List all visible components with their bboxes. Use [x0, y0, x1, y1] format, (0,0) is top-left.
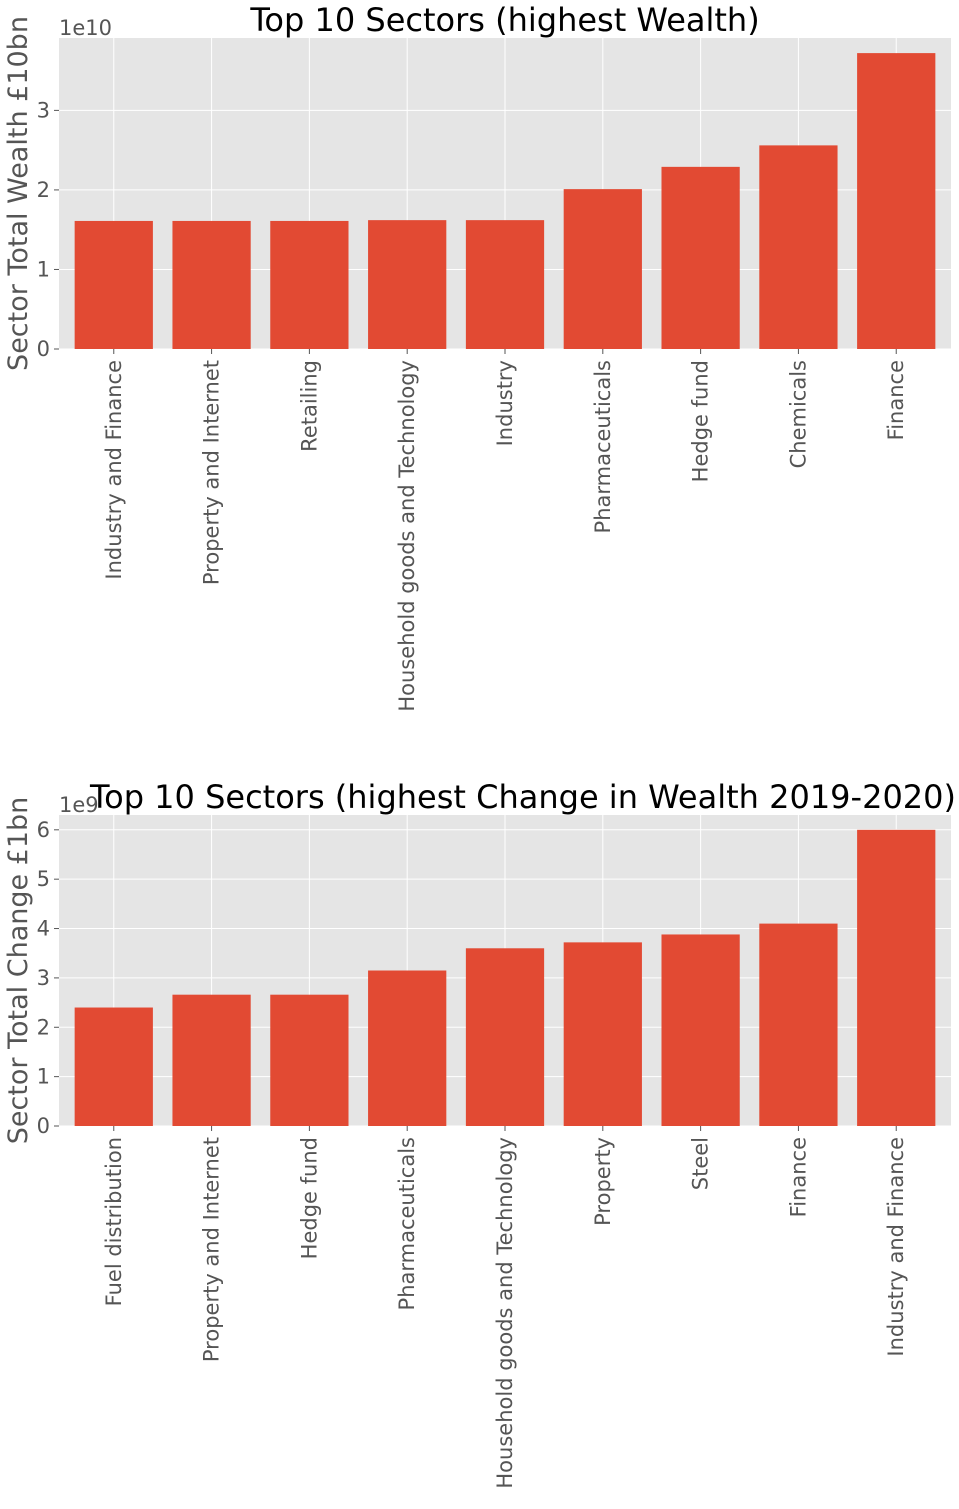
x-tick-label: Steel	[689, 1137, 713, 1190]
bar	[857, 829, 936, 1126]
y-tick-label: 6	[37, 818, 50, 842]
bar	[661, 166, 740, 349]
y-ticks: 0 1 2 3	[37, 98, 59, 361]
x-tick-label: Retailing	[297, 360, 321, 452]
y-tick-label: 3	[37, 98, 50, 122]
x-ticks: Fuel distribution Property and Internet He…	[102, 1126, 908, 1489]
x-tick-label: Property and Internet	[200, 1137, 224, 1362]
x-tick-label: Property and Internet	[200, 360, 224, 585]
x-ticks: Industry and Finance Property and Interne…	[102, 349, 908, 712]
y-tick-label: 1	[37, 1065, 50, 1089]
bar	[857, 53, 936, 349]
x-tick-label: Industry	[493, 360, 517, 446]
x-tick-label: Property	[591, 1137, 615, 1226]
y-tick-label: 0	[37, 1114, 50, 1138]
bar	[172, 220, 251, 349]
x-tick-label: Industry and Finance	[884, 1137, 908, 1357]
y-offset-label: 1e10	[59, 16, 112, 40]
y-tick-label: 2	[37, 178, 50, 202]
y-ticks: 0 1 2 3 4 5 6	[37, 818, 59, 1138]
y-tick-label: 3	[37, 966, 50, 990]
y-axis-label: Sector Total Wealth £10bn	[3, 16, 34, 371]
y-tick-label: 4	[37, 917, 50, 941]
x-tick-label: Fuel distribution	[102, 1137, 126, 1306]
y-axis-label: Sector Total Change £1bn	[3, 797, 34, 1145]
x-tick-label: Household goods and Technology	[493, 1137, 517, 1489]
x-tick-label: Household goods and Technology	[395, 360, 419, 712]
chart-title: Top 10 Sectors (highest Change in Wealth…	[89, 778, 956, 816]
y-tick-label: 2	[37, 1015, 50, 1039]
bars	[74, 829, 936, 1126]
bar	[368, 220, 447, 349]
bar	[661, 934, 740, 1126]
bar	[270, 994, 349, 1126]
bars	[74, 53, 936, 349]
bar	[270, 220, 349, 349]
bar	[172, 994, 251, 1126]
wealth-chart: 0 1 2 3 Industry and Finance Property and In…	[3, 1, 951, 712]
y-tick-label: 1	[37, 257, 50, 281]
bar	[74, 1007, 153, 1126]
x-tick-label: Finance	[786, 1137, 810, 1217]
y-offset-label: 1e9	[59, 793, 99, 817]
x-tick-label: Hedge fund	[297, 1137, 321, 1259]
bar	[465, 948, 545, 1126]
bar	[563, 189, 642, 349]
x-tick-label: Hedge fund	[689, 360, 713, 482]
y-tick-label: 0	[37, 337, 50, 361]
bar	[74, 220, 153, 349]
bar	[465, 220, 545, 349]
bar	[759, 145, 838, 349]
chart-title: Top 10 Sectors (highest Wealth)	[249, 1, 759, 39]
bar	[368, 970, 447, 1126]
x-tick-label: Industry and Finance	[102, 360, 126, 580]
y-tick-label: 5	[37, 867, 50, 891]
x-tick-label: Pharmaceuticals	[395, 1137, 419, 1310]
x-tick-label: Finance	[884, 360, 908, 440]
x-tick-label: Pharmaceuticals	[591, 360, 615, 533]
x-tick-label: Chemicals	[786, 360, 810, 468]
bar	[759, 923, 838, 1126]
bar	[563, 942, 642, 1126]
change-chart: 0 1 2 3 4 5 6 Fuel distribution Property and In…	[3, 778, 956, 1489]
